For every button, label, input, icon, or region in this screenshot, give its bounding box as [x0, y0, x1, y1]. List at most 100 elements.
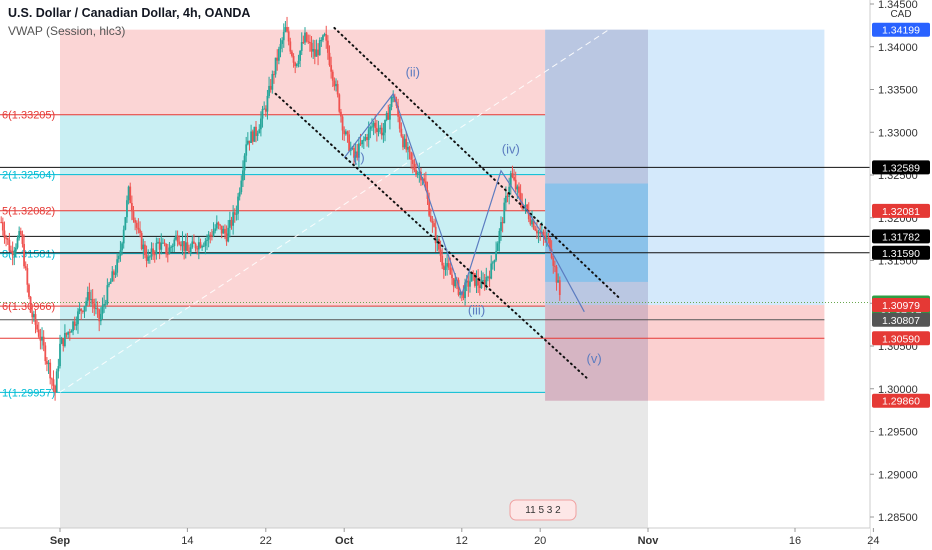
candle-body — [242, 170, 244, 181]
price-badge: 1.34199 — [872, 22, 930, 37]
candle — [552, 255, 555, 274]
candle — [37, 321, 40, 339]
candle — [145, 245, 148, 268]
fib-band — [60, 114, 546, 175]
candle-body — [170, 246, 172, 248]
candle — [300, 32, 303, 56]
candle — [325, 25, 328, 49]
candle-body — [207, 234, 210, 240]
candle — [246, 132, 249, 146]
candle — [382, 122, 385, 143]
candle-body — [114, 272, 117, 275]
candle — [188, 244, 190, 254]
candle-body — [171, 246, 174, 248]
candle-body — [271, 74, 274, 90]
candle — [400, 122, 403, 138]
candle-body — [508, 186, 511, 197]
candle-body — [232, 212, 235, 226]
candle — [191, 235, 194, 249]
candle-body — [351, 147, 354, 149]
candle-body — [478, 285, 481, 288]
candle-body — [103, 304, 105, 306]
candle — [500, 216, 502, 241]
candle-body — [142, 244, 145, 250]
fib-band — [60, 306, 546, 393]
candle-body — [139, 229, 141, 234]
fib-label: 1(1.29957) — [2, 387, 55, 399]
price-badge-text: 1.31590 — [882, 248, 920, 260]
candle — [31, 305, 34, 324]
candle-body — [10, 250, 12, 252]
candle-body — [487, 276, 489, 278]
candle-body — [317, 49, 319, 56]
candle — [122, 225, 125, 249]
candle-body — [113, 271, 115, 275]
candle-body — [209, 234, 212, 236]
candle-body — [470, 272, 473, 282]
candle-body — [59, 343, 61, 367]
candle — [286, 16, 288, 33]
candle — [42, 330, 45, 352]
candle-body — [75, 324, 78, 326]
candle — [379, 125, 382, 134]
candle-body — [90, 298, 92, 300]
candle — [411, 152, 414, 174]
candle — [410, 151, 413, 169]
candle-body — [277, 48, 280, 61]
candle-body — [173, 239, 176, 247]
candle-body — [77, 311, 79, 325]
candle — [429, 208, 432, 223]
candle-body — [423, 178, 426, 182]
candle-body — [117, 255, 120, 260]
channel-upper — [333, 26, 620, 299]
candle — [313, 40, 316, 65]
candle — [328, 45, 331, 67]
candle — [441, 248, 444, 270]
candle — [323, 32, 326, 37]
candle — [150, 242, 153, 260]
candle — [326, 35, 329, 60]
candle — [333, 77, 336, 91]
candle-body — [50, 378, 53, 380]
x-tick-label: 24 — [867, 535, 879, 547]
candle — [362, 136, 365, 150]
candle-body — [78, 308, 81, 312]
candle — [315, 39, 318, 57]
candle-body — [490, 263, 493, 279]
candle-body — [191, 241, 194, 248]
candle — [263, 101, 266, 110]
candle — [477, 269, 480, 294]
candle — [389, 104, 391, 130]
candle — [85, 297, 88, 312]
candle — [354, 143, 357, 165]
candle-body — [238, 191, 241, 197]
candle — [129, 182, 132, 204]
candle-body — [225, 233, 228, 242]
candle — [26, 263, 29, 293]
candle — [242, 160, 244, 187]
candle — [41, 327, 43, 350]
candle-body — [42, 336, 45, 346]
candle-body — [361, 140, 364, 145]
candle-body — [557, 280, 560, 283]
candle-body — [457, 279, 460, 295]
candle — [554, 260, 556, 273]
candle-body — [246, 140, 249, 145]
candle — [264, 105, 267, 117]
candle-body — [344, 131, 347, 135]
candle — [194, 242, 197, 252]
candle — [111, 266, 114, 282]
candle-body — [157, 241, 159, 243]
candle — [302, 35, 305, 44]
indicator-label[interactable]: VWAP (Session, hlc3) — [8, 24, 125, 38]
chart-title: U.S. Dollar / Canadian Dollar, 4h, OANDA — [8, 6, 250, 20]
candle-body — [188, 250, 190, 254]
candle — [266, 89, 269, 120]
candle — [299, 50, 301, 68]
x-tick-label: Sep — [50, 535, 70, 547]
candle — [392, 90, 395, 103]
candle-body — [160, 242, 163, 250]
candle-body — [230, 219, 233, 226]
candle-body — [106, 285, 109, 304]
